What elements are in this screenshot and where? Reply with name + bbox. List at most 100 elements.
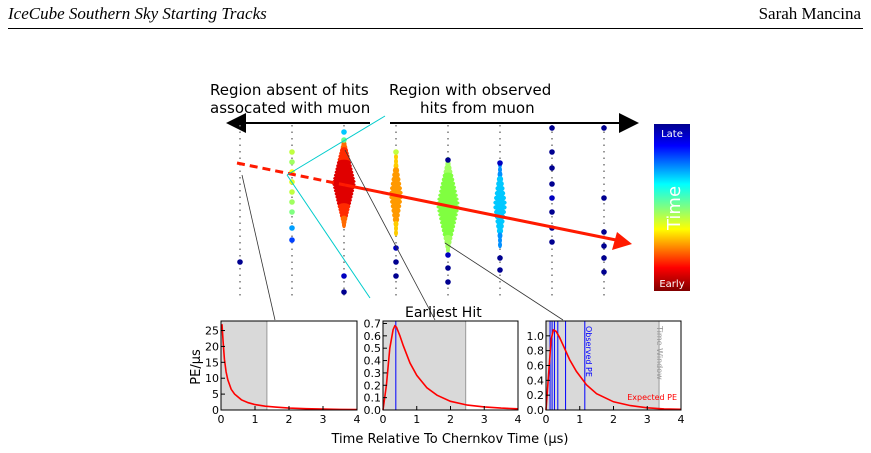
time-window-shade (221, 321, 267, 410)
dom-hit (342, 221, 346, 229)
y-tick-label: 10 (205, 372, 219, 385)
dom-hit (601, 229, 607, 235)
dom-hit (494, 190, 506, 197)
connector-cyan-up (286, 115, 386, 176)
dom-hit (394, 153, 398, 161)
x-tick-label: 0 (380, 413, 387, 426)
x-axis-label: Time Relative To Chernkov Time (µs) (331, 432, 569, 447)
y-tick-label: 0.5 (364, 342, 382, 355)
track-dashed-segment (236, 161, 346, 187)
dom-hit (601, 255, 607, 261)
observed-pe-annotation: Observed PE (584, 326, 593, 377)
dom-hit (394, 225, 398, 232)
y-tick-label: 0 (212, 404, 219, 417)
dom-hit (390, 198, 402, 205)
dom-hit (496, 180, 504, 188)
dom-hit (549, 181, 555, 187)
y-tick-label: 0.0 (527, 404, 545, 417)
dom-hit (496, 222, 504, 230)
earliest-hit-label: Earliest Hit (405, 305, 482, 321)
dom-hit (497, 255, 503, 261)
panel-left: 0 1 2 3 4 0 5 10 15 20 25 (205, 320, 361, 426)
dom-hit (549, 195, 555, 201)
dom-hit (494, 208, 506, 216)
dom-hit (289, 189, 295, 195)
time-colorbar (654, 124, 690, 291)
dom-hit (446, 246, 450, 254)
dom-hit (497, 232, 503, 239)
time-window-shade (383, 321, 466, 410)
dom-hit (393, 149, 399, 155)
dom-hit (394, 229, 398, 237)
colorbar-time-label: Time (664, 186, 685, 231)
label-absent-line1: Region absent of hits (210, 81, 369, 99)
y-tick-label: 0.6 (364, 330, 382, 343)
y-tick-label: 5 (212, 388, 219, 401)
dom-hit (445, 157, 451, 163)
dom-hit (393, 273, 399, 279)
dom-hit (392, 216, 400, 223)
expected-pe-curve (382, 324, 519, 411)
x-tick-label: 1 (252, 413, 259, 426)
dom-hit (498, 237, 502, 244)
x-tick-label: 0 (218, 413, 225, 426)
dom-hit (496, 175, 504, 183)
dom-hit (390, 185, 402, 192)
colorbar-late-label: Late (661, 129, 683, 140)
dom-hit (341, 273, 347, 279)
dom-hit (393, 220, 399, 228)
x-tick-label: 4 (678, 413, 685, 426)
connector-right (444, 242, 564, 321)
dom-hit (390, 202, 402, 210)
y-tick-label: 0.3 (364, 367, 382, 380)
y-tick-label: 0.6 (527, 360, 545, 373)
dom-hit (549, 165, 555, 171)
dom-hit (549, 149, 555, 155)
dom-hit (496, 227, 504, 235)
dom-hit (445, 279, 451, 285)
x-tick-label: 2 (610, 413, 617, 426)
dom-hit (289, 237, 295, 243)
running-header-author: Sarah Mancina (758, 4, 861, 23)
running-header-title: IceCube Southern Sky Starting Tracks (8, 4, 267, 23)
x-tick-label: 3 (320, 413, 327, 426)
expected-pe-curve (221, 324, 358, 411)
y-tick-label: 0.4 (527, 374, 545, 387)
connector-cyan-down (286, 174, 371, 299)
dom-hit (497, 171, 503, 178)
y-tick-label: 0.1 (364, 392, 382, 405)
dom-hit (237, 259, 243, 265)
expected-pe-annotation: Expected PE (627, 393, 677, 402)
y-tick-label: 0.7 (364, 317, 382, 330)
x-tick-label: 4 (354, 413, 361, 426)
dom-hit (498, 241, 502, 249)
x-tick-label: 3 (644, 413, 651, 426)
dom-hit (493, 199, 507, 206)
dom-hit (391, 207, 401, 214)
dom-hit (601, 269, 607, 275)
dom-hit (601, 195, 607, 201)
connector-left (241, 174, 276, 321)
x-tick-label: 0 (543, 413, 550, 426)
dom-hit (289, 199, 295, 205)
label-observed-line2: hits from muon (420, 99, 535, 117)
connector-earliest (344, 149, 436, 321)
y-tick-label: 1.0 (527, 330, 545, 343)
dom-hit (445, 252, 451, 258)
dom-hit (289, 149, 295, 155)
dom-hit (289, 209, 295, 215)
expected-pe-curve (545, 328, 682, 411)
dom-hit (341, 289, 347, 295)
dom-hit (549, 125, 555, 131)
dom-hit (493, 204, 507, 211)
time-window-annotation: Time Window (655, 325, 664, 380)
y-tick-label: 0.2 (364, 379, 382, 392)
dom-hit (497, 267, 503, 273)
y-tick-label: 0.2 (527, 389, 545, 402)
dom-hit (445, 265, 451, 271)
x-tick-label: 3 (481, 413, 488, 426)
y-tick-label: 25 (205, 325, 219, 338)
y-axis-label: PE/µs (189, 349, 204, 385)
track-arrowhead (612, 232, 632, 250)
